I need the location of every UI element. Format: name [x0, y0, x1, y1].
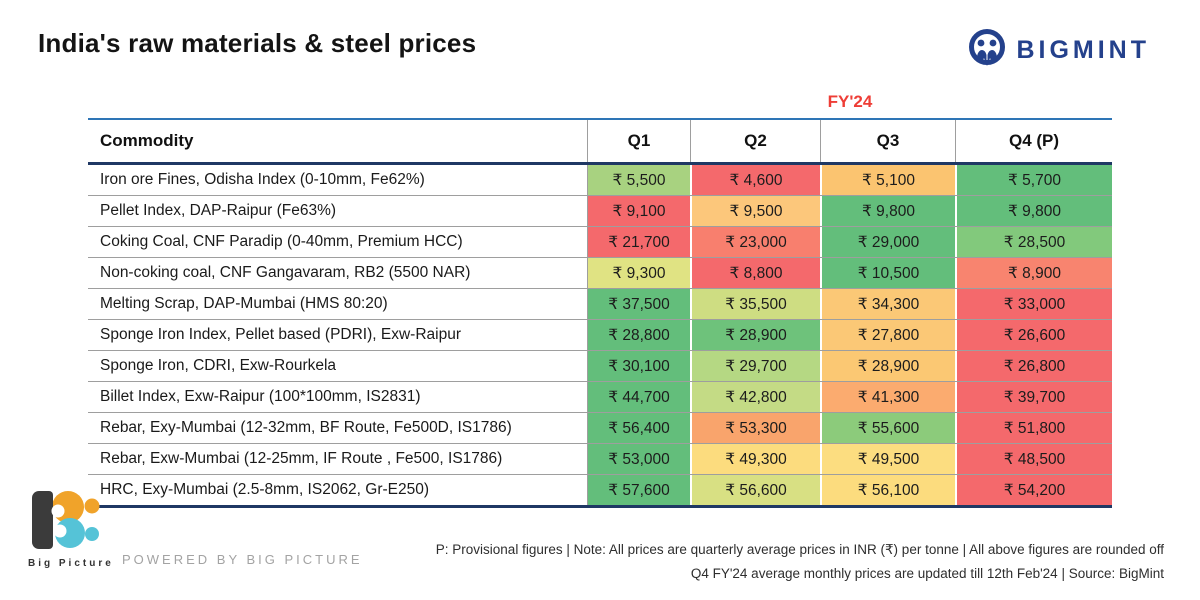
commodity-cell: Billet Index, Exw-Raipur (100*100mm, IS2…: [88, 382, 588, 412]
footer-note-line2: Q4 FY'24 average monthly prices are upda…: [690, 566, 1164, 581]
table-row: Coking Coal, CNF Paradip (0-40mm, Premiu…: [88, 227, 1112, 258]
commodity-cell: Non-coking coal, CNF Gangavaram, RB2 (55…: [88, 258, 588, 288]
value-cell: ₹ 28,900: [820, 351, 955, 381]
table-row: Sponge Iron Index, Pellet based (PDRI), …: [88, 320, 1112, 351]
value-cell: ₹ 9,100: [588, 196, 690, 226]
commodity-cell: Coking Coal, CNF Paradip (0-40mm, Premiu…: [88, 227, 588, 257]
value-cell: ₹ 29,000: [820, 227, 955, 257]
value-cell: ₹ 49,300: [690, 444, 820, 474]
footer-notes: P: Provisional figures | Note: All price…: [436, 538, 1164, 586]
table-row: Melting Scrap, DAP-Mumbai (HMS 80:20) ₹ …: [88, 289, 1112, 320]
value-cell: ₹ 55,600: [820, 413, 955, 443]
table-header-row: Commodity Q1 Q2 Q3 Q4 (P): [88, 120, 1112, 165]
table-row: Iron ore Fines, Odisha Index (0-10mm, Fe…: [88, 165, 1112, 196]
value-cell: ₹ 56,100: [820, 475, 955, 505]
value-cell: ₹ 51,800: [955, 413, 1112, 443]
powered-by-label: POWERED BY BIG PICTURE: [122, 552, 363, 567]
big-picture-logo: Big Picture: [28, 490, 120, 569]
value-cell: ₹ 29,700: [690, 351, 820, 381]
footer-note-line1: P: Provisional figures | Note: All price…: [435, 542, 1164, 557]
value-cell: ₹ 44,700: [588, 382, 690, 412]
value-cell: ₹ 8,800: [690, 258, 820, 288]
fy24-group-label: FY'24: [827, 92, 873, 111]
big-picture-logo-text: Big Picture: [28, 558, 114, 569]
big-picture-icon: [32, 491, 100, 549]
value-cell: ₹ 4,600: [690, 165, 820, 195]
value-cell: ₹ 5,100: [820, 165, 955, 195]
value-cell: ₹ 10,500: [820, 258, 955, 288]
value-cell: ₹ 9,800: [955, 196, 1112, 226]
price-table: Commodity Q1 Q2 Q3 Q4 (P) Iron ore Fines…: [88, 118, 1112, 508]
table-body: Iron ore Fines, Odisha Index (0-10mm, Fe…: [88, 165, 1112, 505]
value-cell: ₹ 41,300: [820, 382, 955, 412]
bigmint-logo: BIGMINT: [967, 28, 1150, 72]
commodity-cell: Rebar, Exw-Mumbai (12-25mm, IF Route , F…: [88, 444, 588, 474]
table-row: Billet Index, Exw-Raipur (100*100mm, IS2…: [88, 382, 1112, 413]
table-row: Sponge Iron, CDRI, Exw-Rourkela ₹ 30,100…: [88, 351, 1112, 382]
commodity-cell: Sponge Iron Index, Pellet based (PDRI), …: [88, 320, 588, 350]
value-cell: ₹ 8,900: [955, 258, 1112, 288]
value-cell: ₹ 57,600: [588, 475, 690, 505]
commodity-cell: Rebar, Exy-Mumbai (12-32mm, BF Route, Fe…: [88, 413, 588, 443]
value-cell: ₹ 9,300: [588, 258, 690, 288]
value-cell: ₹ 26,600: [955, 320, 1112, 350]
value-cell: ₹ 35,500: [690, 289, 820, 319]
value-cell: ₹ 37,500: [588, 289, 690, 319]
value-cell: ₹ 26,800: [955, 351, 1112, 381]
value-cell: ₹ 54,200: [955, 475, 1112, 505]
column-header-q1: Q1: [627, 131, 651, 150]
value-cell: ₹ 33,000: [955, 289, 1112, 319]
value-cell: ₹ 5,500: [588, 165, 690, 195]
value-cell: ₹ 5,700: [955, 165, 1112, 195]
commodity-cell: Sponge Iron, CDRI, Exw-Rourkela: [88, 351, 588, 381]
column-header-q3: Q3: [820, 120, 955, 162]
column-header-q2: Q2: [690, 120, 820, 162]
table-row: HRC, Exy-Mumbai (2.5-8mm, IS2062, Gr-E25…: [88, 475, 1112, 505]
value-cell: ₹ 49,500: [820, 444, 955, 474]
table-row: Non-coking coal, CNF Gangavaram, RB2 (55…: [88, 258, 1112, 289]
value-cell: ₹ 28,500: [955, 227, 1112, 257]
value-cell: ₹ 42,800: [690, 382, 820, 412]
page-title: India's raw materials & steel prices: [38, 28, 477, 58]
table-row: Pellet Index, DAP-Raipur (Fe63%) ₹ 9,100…: [88, 196, 1112, 227]
bigmint-wordmark: BIGMINT: [1016, 35, 1150, 64]
value-cell: ₹ 48,500: [955, 444, 1112, 474]
commodity-cell: Iron ore Fines, Odisha Index (0-10mm, Fe…: [88, 165, 588, 195]
value-cell: ₹ 53,000: [588, 444, 690, 474]
value-cell: ₹ 9,500: [690, 196, 820, 226]
commodity-cell: HRC, Exy-Mumbai (2.5-8mm, IS2062, Gr-E25…: [88, 475, 588, 505]
value-cell: ₹ 56,600: [690, 475, 820, 505]
value-cell: ₹ 56,400: [588, 413, 690, 443]
column-header-commodity: Commodity: [88, 120, 588, 162]
commodity-cell: Pellet Index, DAP-Raipur (Fe63%): [88, 196, 588, 226]
table-row: Rebar, Exy-Mumbai (12-32mm, BF Route, Fe…: [88, 413, 1112, 444]
column-header-q4: Q4 (P): [955, 120, 1112, 162]
commodity-cell: Melting Scrap, DAP-Mumbai (HMS 80:20): [88, 289, 588, 319]
bigmint-icon: [969, 29, 1006, 66]
value-cell: ₹ 28,800: [588, 320, 690, 350]
value-cell: ₹ 30,100: [588, 351, 690, 381]
value-cell: ₹ 53,300: [690, 413, 820, 443]
value-cell: ₹ 28,900: [690, 320, 820, 350]
value-cell: ₹ 21,700: [588, 227, 690, 257]
value-cell: ₹ 23,000: [690, 227, 820, 257]
value-cell: ₹ 34,300: [820, 289, 955, 319]
table-row: Rebar, Exw-Mumbai (12-25mm, IF Route , F…: [88, 444, 1112, 475]
value-cell: ₹ 39,700: [955, 382, 1112, 412]
value-cell: ₹ 9,800: [820, 196, 955, 226]
value-cell: ₹ 27,800: [820, 320, 955, 350]
